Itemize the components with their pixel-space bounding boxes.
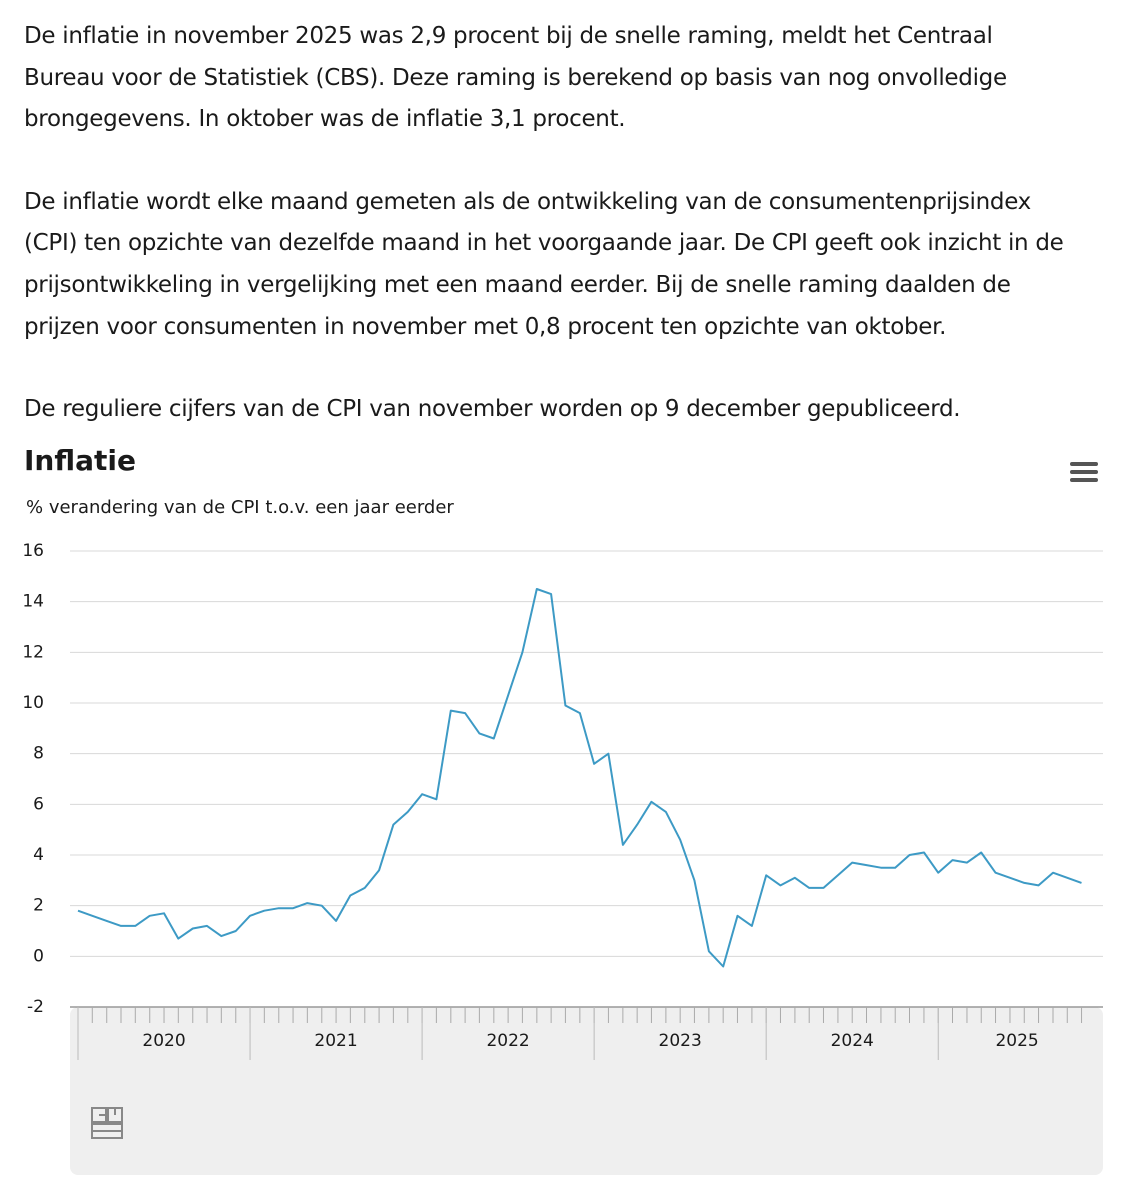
y-tick-label: 12 [22, 642, 44, 662]
y-tick-label: 14 [22, 592, 44, 612]
text-line: (CPI) ten opzichte van dezelfde maand in… [24, 230, 1064, 257]
paragraph: De inflatie in november 2025 was 2,9 pro… [24, 16, 1063, 141]
y-tick-label: -2 [27, 997, 44, 1017]
y-tick-label: 8 [33, 744, 44, 764]
x-tick-label: 2023 [659, 1031, 702, 1051]
y-tick-label: 2 [33, 896, 44, 916]
y-tick-label: 0 [33, 946, 44, 966]
text-line: brongegevens. In oktober was de inflatie… [24, 106, 626, 133]
text-line: De reguliere cijfers van de CPI van nove… [24, 396, 961, 423]
navigator-background [70, 1007, 1103, 1175]
cbs-logo [91, 1107, 123, 1139]
text-line: prijzen voor consumenten in november met… [24, 313, 947, 340]
chart-subtitle: % verandering van de CPI t.o.v. een jaar… [26, 497, 454, 518]
x-tick-label: 2022 [486, 1031, 529, 1051]
x-tick-label: 2025 [995, 1031, 1038, 1051]
x-tick-label: 2020 [142, 1031, 185, 1051]
paragraph: De reguliere cijfers van de CPI van nove… [24, 389, 1063, 431]
y-tick-label: 16 [22, 541, 44, 561]
x-tick-label: 2024 [831, 1031, 874, 1051]
y-tick-label: 6 [33, 794, 44, 814]
chart-title: Inflatie [24, 444, 136, 477]
article-text: De inflatie in november 2025 was 2,9 pro… [24, 16, 1064, 472]
menu-button[interactable] [1070, 462, 1098, 482]
data-line [77, 588, 1082, 968]
x-tick-label: 2021 [314, 1031, 357, 1051]
text-line: prijsontwikkeling in vergelijking met ee… [24, 271, 1011, 298]
paragraph: De inflatie wordt elke maand gemeten als… [24, 182, 1064, 348]
text-line: Bureau voor de Statistiek (CBS). Deze ra… [24, 64, 1007, 91]
y-tick-label: 4 [33, 845, 44, 865]
text-line: De inflatie in november 2025 was 2,9 pro… [24, 23, 993, 49]
text-line: De inflatie wordt elke maand gemeten als… [24, 188, 1031, 215]
y-tick-label: 10 [22, 693, 44, 713]
